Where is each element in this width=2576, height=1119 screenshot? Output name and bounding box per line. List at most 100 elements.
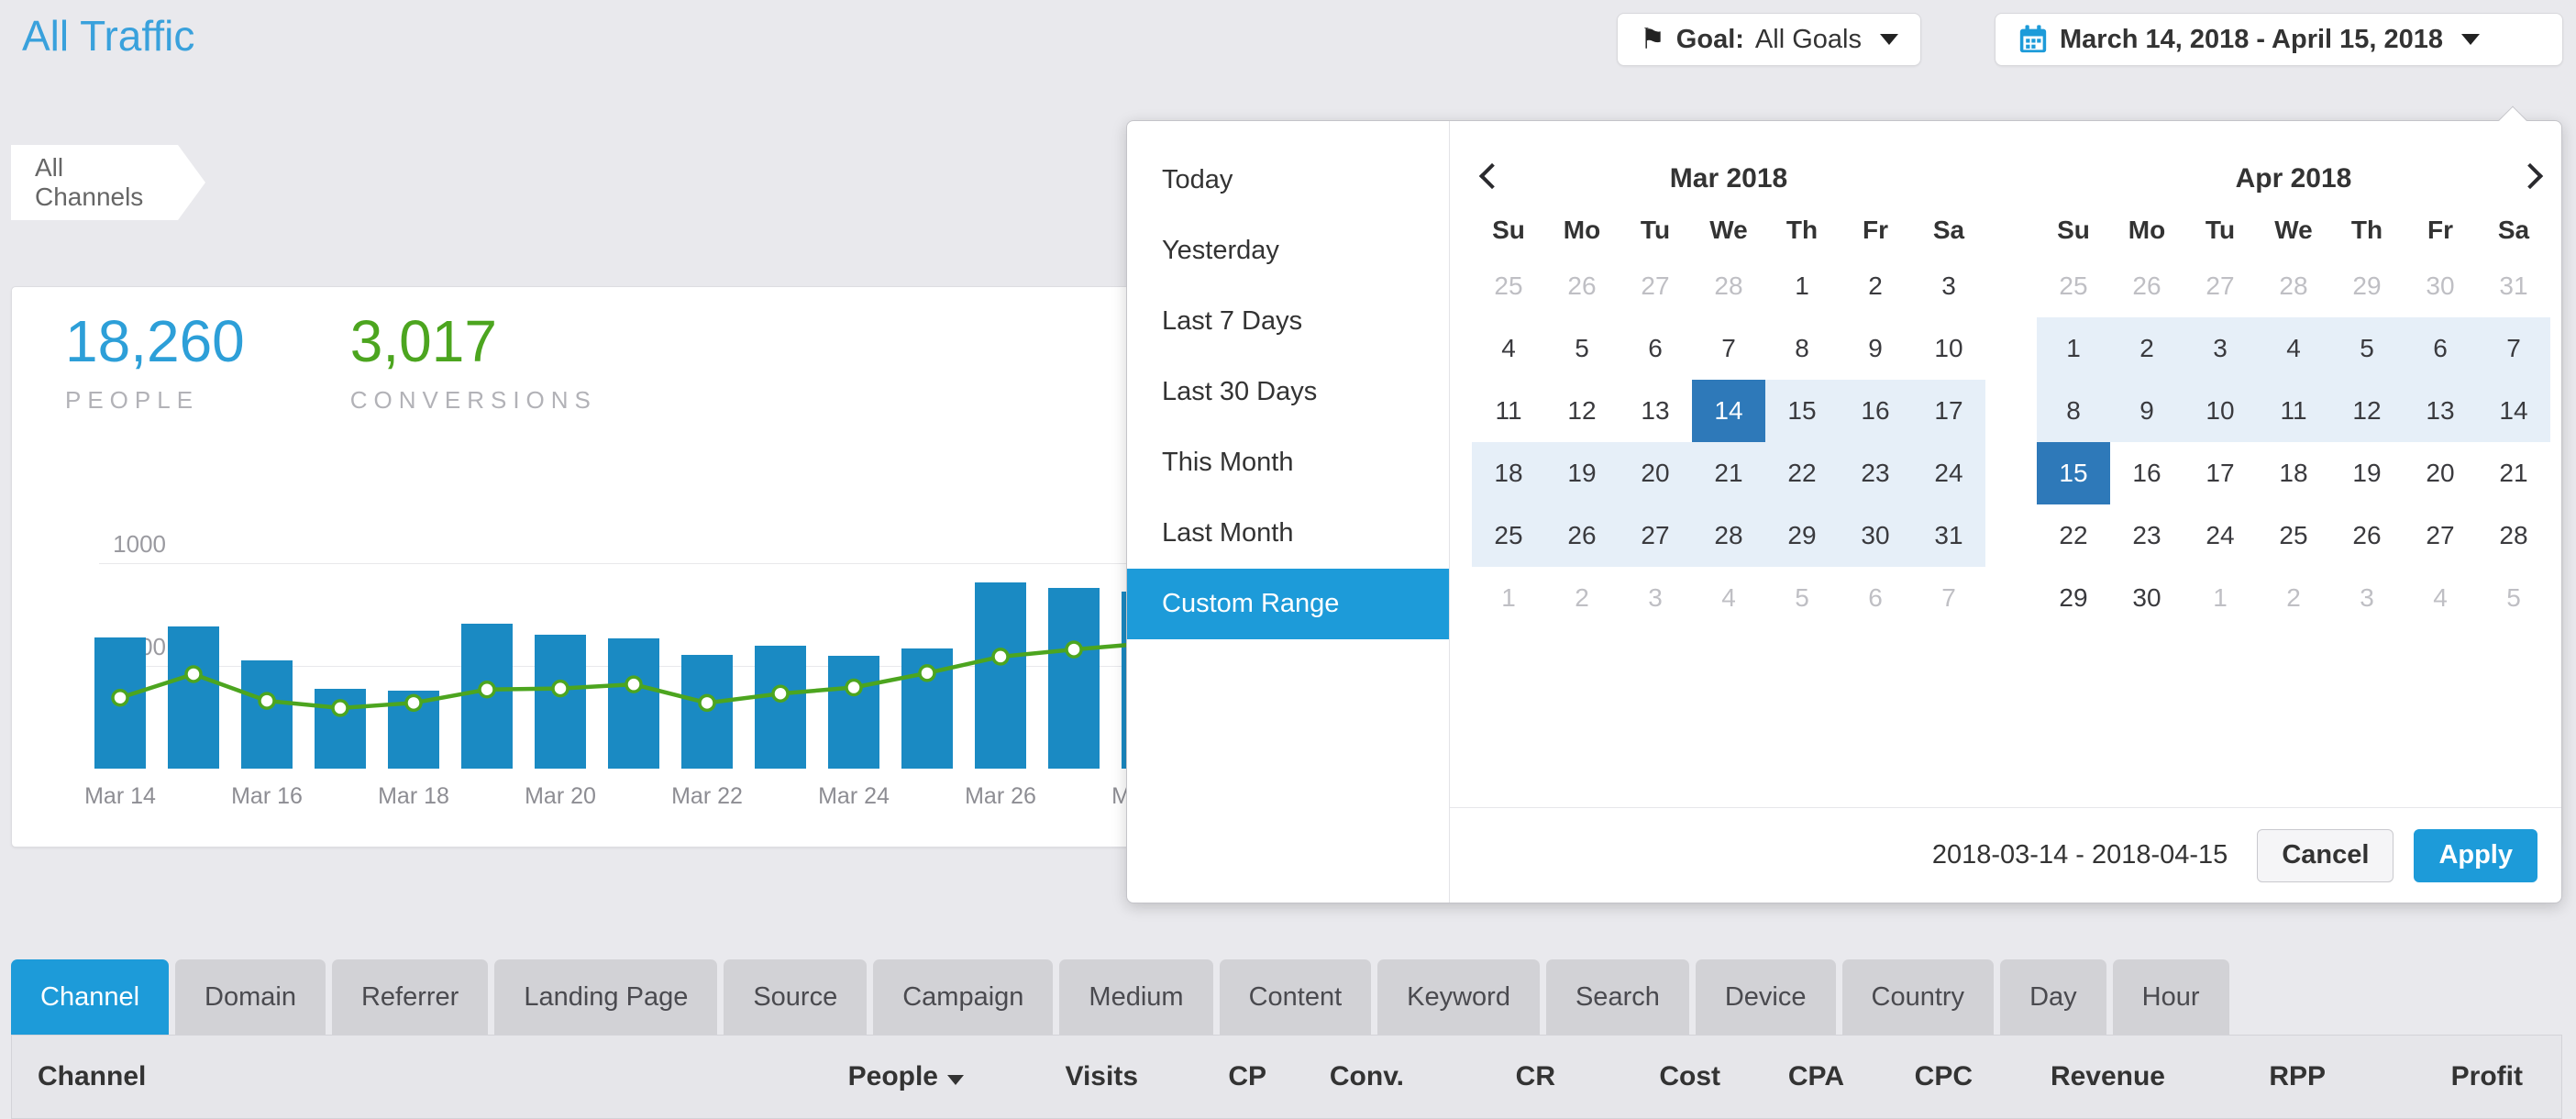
day-cell[interactable]: 26: [2132, 271, 2161, 300]
day-cell[interactable]: 22: [2059, 521, 2088, 549]
column-header-revenue[interactable]: Revenue: [2050, 1061, 2165, 1091]
day-cell[interactable]: 13: [2404, 380, 2477, 442]
day-cell[interactable]: 28: [2279, 271, 2308, 300]
day-cell[interactable]: 20: [1619, 442, 1692, 504]
day-cell[interactable]: 18: [1472, 442, 1545, 504]
day-cell[interactable]: 18: [2279, 459, 2308, 487]
day-cell[interactable]: 8: [2037, 380, 2110, 442]
day-cell[interactable]: 5: [2330, 317, 2404, 380]
day-cell[interactable]: 20: [2426, 459, 2455, 487]
preset-last-7-days[interactable]: Last 7 Days: [1162, 306, 1303, 336]
preset-last-month[interactable]: Last Month: [1162, 518, 1294, 548]
day-cell[interactable]: 23: [2132, 521, 2161, 549]
column-header-people[interactable]: People: [808, 1061, 964, 1092]
day-cell[interactable]: 15: [1765, 380, 1839, 442]
day-cell[interactable]: 30: [1839, 504, 1912, 567]
day-cell[interactable]: 7: [1721, 334, 1736, 362]
day-cell[interactable]: 1: [2037, 317, 2110, 380]
day-cell[interactable]: 26: [1545, 504, 1619, 567]
day-cell[interactable]: 3: [1941, 271, 1956, 300]
column-header-cp[interactable]: CP: [1228, 1061, 1266, 1091]
day-cell[interactable]: 1: [1501, 583, 1516, 612]
day-cell[interactable]: 21: [1692, 442, 1765, 504]
day-cell[interactable]: 1: [1795, 271, 1809, 300]
day-cell[interactable]: 29: [2059, 583, 2088, 612]
preset-yesterday[interactable]: Yesterday: [1162, 236, 1279, 265]
day-cell[interactable]: 31: [2499, 271, 2528, 300]
day-cell[interactable]: 27: [2206, 271, 2235, 300]
date-range-button[interactable]: March 14, 2018 - April 15, 2018: [1995, 13, 2563, 66]
preset-this-month[interactable]: This Month: [1162, 448, 1294, 477]
tab-channel[interactable]: Channel: [11, 959, 170, 1035]
day-cell[interactable]: 17: [1912, 380, 1985, 442]
tab-search[interactable]: Search: [1545, 959, 1689, 1035]
day-cell[interactable]: 7: [1941, 583, 1956, 612]
day-cell-selected[interactable]: 14: [1692, 380, 1765, 442]
day-cell[interactable]: 16: [2132, 459, 2161, 487]
day-cell[interactable]: 29: [2352, 271, 2382, 300]
day-cell[interactable]: 27: [2426, 521, 2455, 549]
day-cell[interactable]: 25: [1494, 271, 1523, 300]
tab-hour[interactable]: Hour: [2112, 959, 2229, 1035]
tab-domain[interactable]: Domain: [175, 959, 326, 1035]
day-cell[interactable]: 5: [1575, 334, 1589, 362]
tab-medium[interactable]: Medium: [1059, 959, 1213, 1035]
column-header-rpp[interactable]: RPP: [2269, 1061, 2326, 1091]
day-cell[interactable]: 23: [1839, 442, 1912, 504]
column-header-profit[interactable]: Profit: [2450, 1061, 2523, 1091]
column-header-cost[interactable]: Cost: [1659, 1061, 1720, 1091]
day-cell[interactable]: 16: [1839, 380, 1912, 442]
prev-month-icon[interactable]: [1478, 162, 1506, 190]
day-cell[interactable]: 6: [1868, 583, 1883, 612]
preset-custom-range[interactable]: Custom Range: [1127, 569, 1449, 639]
column-header-visits[interactable]: Visits: [1065, 1061, 1139, 1091]
day-cell[interactable]: 28: [1692, 504, 1765, 567]
day-cell[interactable]: 5: [2506, 583, 2521, 612]
preset-last-30-days[interactable]: Last 30 Days: [1162, 377, 1318, 406]
tab-campaign[interactable]: Campaign: [873, 959, 1054, 1035]
goal-selector-button[interactable]: ⚑ Goal: All Goals: [1617, 13, 1921, 66]
day-cell[interactable]: 4: [1721, 583, 1736, 612]
day-cell[interactable]: 25: [1472, 504, 1545, 567]
day-cell[interactable]: 2: [2110, 317, 2184, 380]
day-cell[interactable]: 3: [1648, 583, 1663, 612]
tab-device[interactable]: Device: [1695, 959, 1836, 1035]
day-cell[interactable]: 11: [2257, 380, 2330, 442]
day-cell[interactable]: 10: [1934, 334, 1963, 362]
tab-content[interactable]: Content: [1219, 959, 1372, 1035]
day-cell[interactable]: 3: [2184, 317, 2257, 380]
day-cell[interactable]: 26: [2352, 521, 2382, 549]
day-cell[interactable]: 2: [2286, 583, 2301, 612]
day-cell[interactable]: 22: [1765, 442, 1839, 504]
day-cell[interactable]: 1: [2213, 583, 2228, 612]
day-cell[interactable]: 3: [2360, 583, 2374, 612]
day-cell[interactable]: 10: [2184, 380, 2257, 442]
day-cell[interactable]: 12: [2330, 380, 2404, 442]
day-cell[interactable]: 13: [1641, 396, 1670, 425]
day-cell[interactable]: 28: [1714, 271, 1743, 300]
tab-referrer[interactable]: Referrer: [331, 959, 489, 1035]
day-cell[interactable]: 30: [2132, 583, 2161, 612]
day-cell[interactable]: 12: [1567, 396, 1597, 425]
day-cell[interactable]: 27: [1619, 504, 1692, 567]
day-cell[interactable]: 28: [2499, 521, 2528, 549]
day-cell[interactable]: 14: [2477, 380, 2550, 442]
day-cell[interactable]: 2: [1868, 271, 1883, 300]
day-cell[interactable]: 24: [1912, 442, 1985, 504]
column-header-cr[interactable]: CR: [1515, 1061, 1555, 1091]
column-header-cpc[interactable]: CPC: [1914, 1061, 1973, 1091]
day-cell[interactable]: 19: [2352, 459, 2382, 487]
apply-button[interactable]: Apply: [2414, 828, 2537, 882]
tab-source[interactable]: Source: [724, 959, 868, 1035]
day-cell[interactable]: 24: [2206, 521, 2235, 549]
day-cell[interactable]: 5: [1795, 583, 1809, 612]
day-cell[interactable]: 6: [1648, 334, 1663, 362]
tab-keyword[interactable]: Keyword: [1377, 959, 1540, 1035]
day-cell[interactable]: 8: [1795, 334, 1809, 362]
preset-today[interactable]: Today: [1162, 165, 1233, 194]
day-cell[interactable]: 4: [2433, 583, 2448, 612]
column-header-channel[interactable]: Channel: [38, 1061, 147, 1091]
column-header-conv[interactable]: Conv.: [1329, 1061, 1404, 1091]
day-cell[interactable]: 17: [2206, 459, 2235, 487]
day-cell[interactable]: 21: [2499, 459, 2528, 487]
